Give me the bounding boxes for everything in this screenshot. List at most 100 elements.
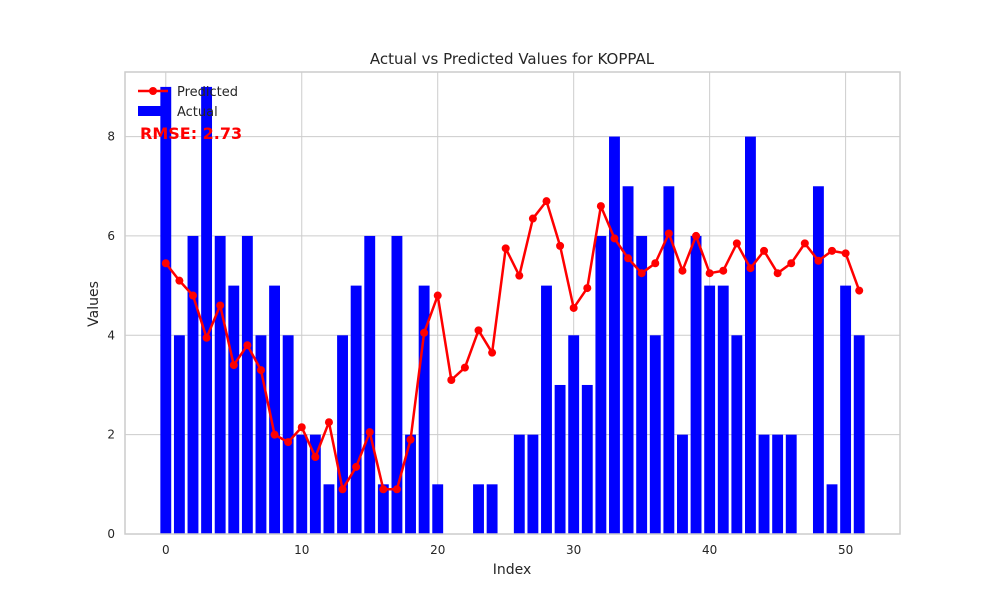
bar-actual: [704, 285, 716, 534]
bar-actual: [717, 285, 729, 534]
bar-actual: [636, 235, 648, 534]
bar-actual: [649, 335, 661, 534]
x-tick-label: 40: [702, 543, 717, 557]
predicted-point: [828, 246, 837, 255]
bar-actual: [677, 434, 688, 534]
y-tick-label: 8: [107, 130, 115, 144]
bar-actual: [554, 384, 566, 534]
bar-actual: [241, 235, 253, 534]
predicted-point: [488, 348, 497, 357]
x-axis-label: Index: [493, 562, 532, 578]
predicted-point: [392, 485, 401, 494]
bar-actual: [772, 434, 784, 534]
bar-actual: [296, 434, 308, 534]
predicted-point: [651, 259, 660, 268]
predicted-point: [610, 234, 619, 243]
predicted-point: [746, 264, 755, 273]
predicted-point: [474, 326, 483, 335]
bar-actual: [527, 434, 539, 534]
axes-frame: [124, 71, 901, 535]
bar-actual: [853, 335, 865, 534]
y-tick-label: 2: [107, 428, 115, 442]
bar-actual: [513, 434, 525, 534]
predicted-point: [352, 462, 361, 471]
bar-actual: [473, 484, 484, 534]
predicted-point: [773, 269, 782, 278]
bar-actual: [269, 285, 280, 534]
bar-actual: [337, 335, 348, 534]
predicted-point: [297, 423, 306, 432]
predicted-point: [855, 286, 864, 295]
bar-actual: [282, 335, 294, 534]
legend-predicted-label: Predicted: [177, 85, 238, 100]
predicted-point: [229, 361, 238, 370]
predicted-point: [447, 376, 456, 384]
x-tick-label: 20: [430, 543, 445, 557]
predicted-point: [311, 453, 320, 461]
predicted-point: [433, 291, 442, 300]
bar-actual: [350, 285, 362, 534]
y-tick-label: 4: [107, 328, 115, 342]
predicted-point: [705, 269, 714, 278]
predicted-point: [569, 303, 578, 312]
bar-actual: [391, 235, 403, 534]
bar-actual: [173, 335, 185, 534]
predicted-point: [216, 301, 225, 310]
predicted-point: [637, 269, 646, 278]
bar-actual: [745, 136, 756, 535]
predicted-point: [732, 239, 741, 248]
predicted-point: [501, 244, 510, 253]
legend-predicted-marker-icon: [149, 87, 157, 95]
chart-title: Actual vs Predicted Values for KOPPAL: [370, 50, 655, 68]
x-tick-label: 0: [162, 543, 170, 557]
y-tick-label: 0: [107, 527, 115, 541]
predicted-point: [787, 259, 796, 268]
bar-actual: [486, 484, 498, 534]
bar-actual: [812, 186, 824, 535]
predicted-point: [324, 418, 333, 427]
predicted-point: [800, 239, 809, 248]
predicted-point: [528, 214, 537, 223]
predicted-point: [556, 241, 565, 250]
bar-actual: [581, 384, 593, 534]
predicted-point: [270, 430, 279, 439]
bar-actual: [826, 484, 838, 534]
predicted-point: [692, 231, 701, 240]
bar-actual: [201, 86, 213, 534]
x-tick-label: 10: [294, 543, 309, 557]
bar-actual: [309, 434, 321, 534]
bar-actual: [255, 335, 267, 534]
bar-actual: [663, 186, 675, 535]
predicted-point: [515, 271, 524, 280]
bar-actual: [609, 136, 620, 535]
predicted-point: [542, 197, 551, 206]
predicted-point: [284, 438, 293, 447]
predicted-point: [420, 328, 429, 337]
bar-actual: [840, 285, 852, 534]
bar-actual: [160, 86, 172, 534]
bar-actual: [377, 484, 389, 534]
bar-actual: [568, 335, 580, 534]
bar-actual: [405, 434, 416, 534]
y-axis-label: Values: [86, 281, 102, 327]
bar-actual: [690, 235, 702, 534]
bar-actual: [187, 235, 199, 534]
legend-actual-swatch-icon: [138, 106, 168, 116]
legend-actual-label: Actual: [177, 105, 218, 120]
predicted-point: [583, 284, 592, 293]
predicted-point: [256, 366, 265, 375]
predicted-point: [161, 259, 170, 268]
predicted-point: [406, 435, 415, 444]
predicted-point: [624, 254, 633, 263]
bar-actual: [785, 434, 797, 534]
predicted-point: [460, 363, 469, 372]
x-tick-label: 30: [566, 543, 581, 557]
x-tick-label: 50: [838, 543, 853, 557]
bar-actual: [418, 285, 430, 534]
legend: Predicted Actual: [138, 85, 238, 120]
bar-actual: [432, 484, 444, 534]
predicted-series-line: [164, 199, 861, 491]
actual-bars: [160, 86, 865, 535]
predicted-point: [678, 266, 687, 275]
